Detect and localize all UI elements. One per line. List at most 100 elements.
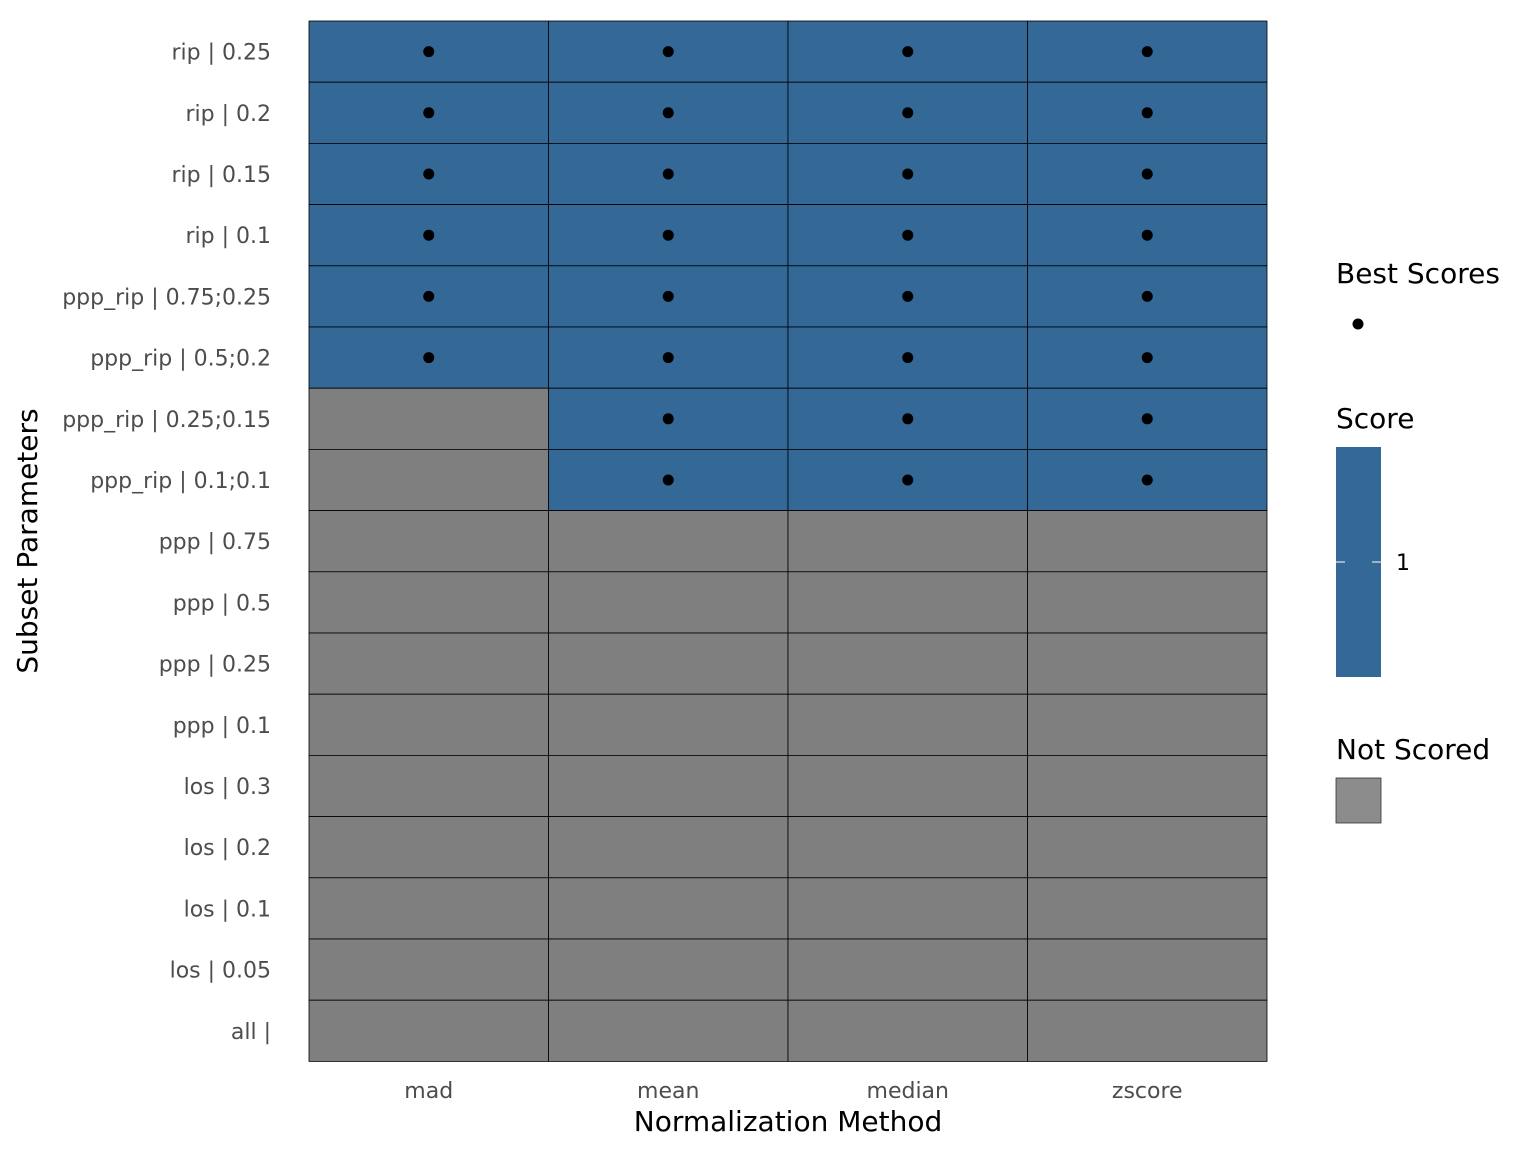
best-score-point [1141,352,1153,364]
y-tick-label: ppp_rip | 0.25;0.15 [62,408,271,433]
best-score-point [423,229,435,241]
heatmap-cell [1027,816,1268,879]
heatmap-cell [308,510,549,573]
y-tick-label: los | 0.2 [184,836,271,861]
best-score-point [902,474,914,486]
best-score-point [423,46,435,58]
y-tick-label: rip | 0.15 [171,163,271,188]
best-score-point [662,168,674,180]
best-score-point [662,352,674,364]
best-score-point [423,290,435,302]
y-tick-label: ppp | 0.5 [173,591,271,616]
x-tick-label: zscore [1112,1079,1183,1104]
best-score-point [902,229,914,241]
y-tick-label: los | 0.1 [184,897,271,922]
best-score-point [662,290,674,302]
legend-best-scores-title: Best Scores [1336,257,1500,290]
best-score-point [902,290,914,302]
y-tick-label: ppp | 0.25 [159,653,271,678]
best-score-point [902,413,914,425]
heatmap-cell [308,387,549,450]
y-tick-label: ppp | 0.1 [173,714,271,739]
best-score-point [1141,413,1153,425]
heatmap-cell [1027,693,1268,756]
best-score-point [902,168,914,180]
y-tick-label: all | [231,1020,271,1045]
heatmap-cell [787,877,1028,940]
best-score-point [1141,107,1153,119]
heatmap-cell [787,816,1028,879]
heatmap-cell [1027,877,1268,940]
best-score-point [423,168,435,180]
best-score-point [902,352,914,364]
heatmap-cell [308,877,549,940]
x-tick-label: median [867,1079,949,1104]
x-tick-label: mean [637,1079,699,1104]
heatmap-cells [308,20,1268,1062]
heatmap-cell [1027,999,1268,1062]
y-tick-label: los | 0.3 [184,775,271,800]
heatmap-cell [548,999,789,1062]
heatmap-cell [308,999,549,1062]
y-tick-label: ppp | 0.75 [159,530,271,555]
heatmap-cell [548,632,789,695]
heatmap-cell [548,938,789,1001]
best-score-point [1141,474,1153,486]
heatmap-cell [548,693,789,756]
legend-not-scored-title: Not Scored [1336,733,1490,766]
y-tick-label: rip | 0.1 [185,224,271,249]
legend-not-scored: Not Scored [1335,733,1490,824]
best-score-point [1141,290,1153,302]
heatmap-cell [308,816,549,879]
best-score-points [423,46,1153,486]
heatmap-cell [1027,571,1268,634]
best-score-point [662,107,674,119]
best-score-point [423,107,435,119]
best-score-point [1141,168,1153,180]
legend: Best Scores Score 1 Not Scored [1335,257,1500,824]
heatmap-cell [787,999,1028,1062]
heatmap-cell [548,510,789,573]
heatmap-cell [308,632,549,695]
legend-best-score-point [1352,318,1364,330]
heatmap-cell [308,755,549,818]
legend-best-scores: Best Scores [1336,257,1500,330]
best-score-point [662,46,674,58]
heatmap-cell [787,938,1028,1001]
heatmap-cell [1027,510,1268,573]
legend-score: Score 1 [1336,402,1414,677]
x-tick-label: mad [404,1079,453,1104]
y-tick-label: rip | 0.25 [171,41,271,66]
y-axis-tick-labels: rip | 0.25 rip | 0.2 rip | 0.15 rip | 0.1 pp… [62,41,271,1045]
heatmap-cell [548,755,789,818]
legend-score-title: Score [1336,402,1414,435]
x-axis-tick-labels: mad mean median zscore [404,1079,1182,1104]
heatmap-cell [548,204,789,267]
heatmap-cell [308,448,549,511]
heatmap-cell [1027,755,1268,818]
best-score-point [1141,229,1153,241]
heatmap-cell [787,571,1028,634]
best-score-point [423,352,435,364]
y-tick-label: los | 0.05 [170,959,271,984]
best-score-point [902,107,914,119]
best-score-point [662,474,674,486]
heatmap-cell [308,938,549,1001]
best-score-point [662,413,674,425]
y-tick-label: rip | 0.2 [185,102,271,127]
y-tick-label: ppp_rip | 0.75;0.25 [62,285,271,310]
heatmap-cell [308,571,549,634]
y-tick-label: ppp_rip | 0.5;0.2 [90,347,271,372]
best-score-point [1141,46,1153,58]
best-score-point [662,229,674,241]
x-axis-title: Normalization Method [634,1105,943,1138]
y-tick-label: ppp_rip | 0.1;0.1 [90,469,271,494]
heatmap-cell [787,510,1028,573]
heatmap-cell [1027,632,1268,695]
heatmap-cell [787,693,1028,756]
legend-score-tick-label: 1 [1396,551,1410,576]
heatmap-cell [548,877,789,940]
heatmap-cell [787,755,1028,818]
heatmap-cell [548,816,789,879]
